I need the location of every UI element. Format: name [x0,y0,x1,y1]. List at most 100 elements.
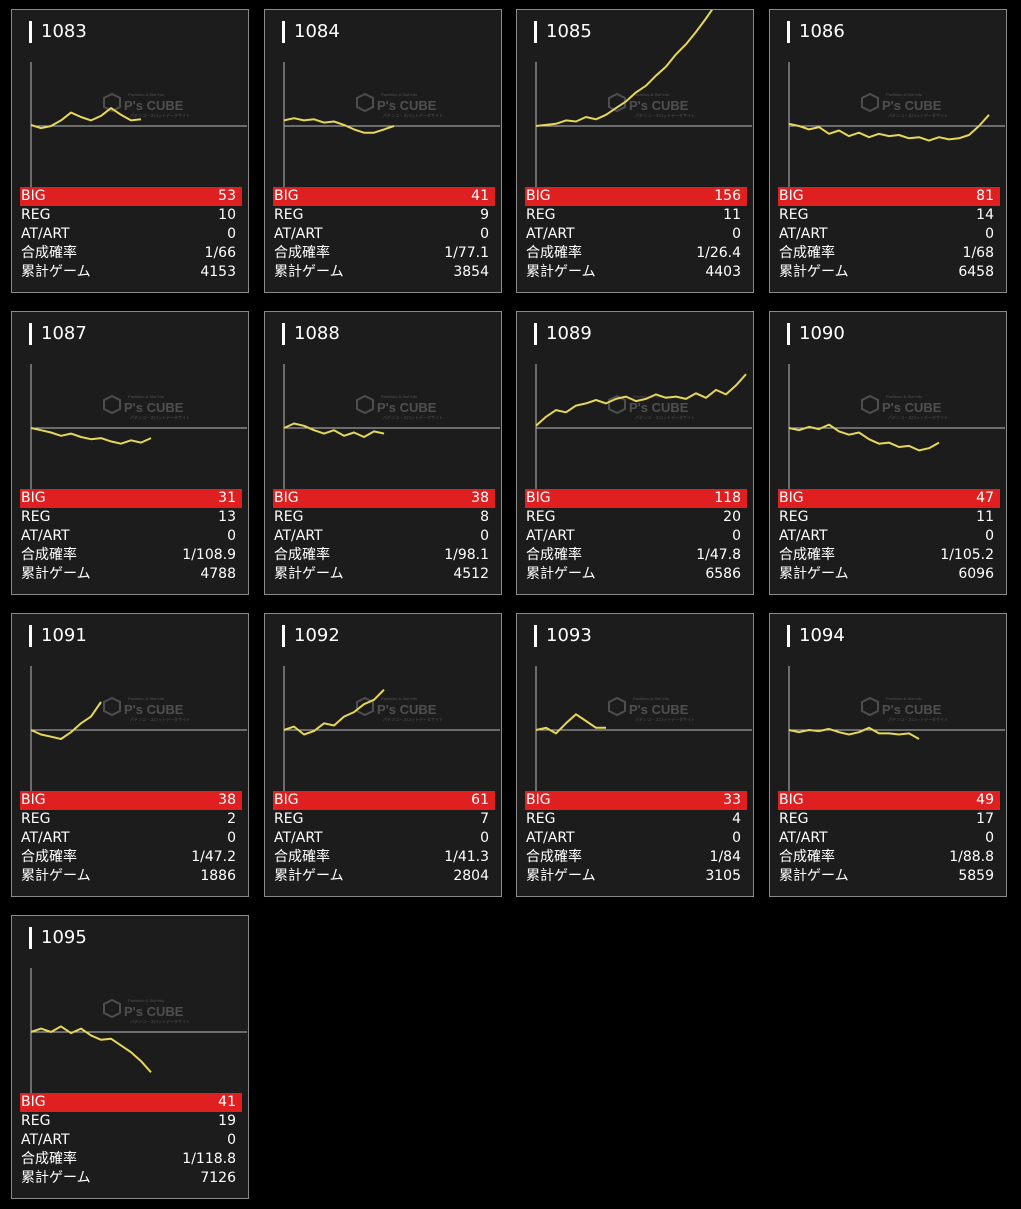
machine-number[interactable]: 1091 [29,625,87,647]
cube-icon [103,394,121,415]
stat-value: 1/77.1 [444,245,489,261]
stat-value: 53 [218,188,236,204]
stat-value: 1/105.2 [940,547,994,563]
machine-number[interactable]: 1089 [534,323,592,345]
total-games-row: 累計ゲーム 5859 [778,867,1000,886]
watermark-sub: パチンコ・スロットデータサイト [130,112,190,118]
stat-label: 累計ゲーム [526,264,596,280]
total-games-row: 累計ゲーム 3105 [525,867,747,886]
big-row: BIG 31 [20,489,242,508]
watermark-sub: パチンコ・スロットデータサイト [888,112,948,118]
at-art-row: AT/ART 0 [778,829,1000,848]
stats-table: BIG 81 REG 14 AT/ART 0 合成確率 1/68 累計ゲーム 6458 [778,187,1000,282]
machine-number[interactable]: 1094 [787,625,845,647]
big-row: BIG 81 [778,187,1000,206]
machine-card[interactable]: P's CUBE Pachinko & Slot Info パチンコ・スロットデータ… [516,311,754,595]
at-art-row: AT/ART 0 [20,225,242,244]
total-games-row: 累計ゲーム 6096 [778,565,1000,584]
watermark-brand: P's CUBE [124,1004,184,1019]
watermark-tagline: Pachinko & Slot Info [381,696,418,701]
machine-number[interactable]: 1093 [534,625,592,647]
stat-label: BIG [779,490,804,506]
stat-value: 38 [218,792,236,808]
stat-label: 累計ゲーム [21,566,91,582]
machine-card[interactable]: P's CUBE Pachinko & Slot Info パチンコ・スロットデータ… [769,9,1007,293]
slump-line [30,107,142,130]
stat-value: 20 [723,509,741,525]
big-row: BIG 118 [525,489,747,508]
stat-label: 累計ゲーム [274,566,344,582]
machine-number[interactable]: 1095 [29,927,87,949]
machine-card[interactable]: P's CUBE Pachinko & Slot Info パチンコ・スロットデータ… [264,9,502,293]
stat-label: BIG [526,188,551,204]
watermark-sub: パチンコ・スロットデータサイト [383,112,443,118]
stats-table: BIG 61 REG 7 AT/ART 0 合成確率 1/41.3 累計ゲーム 2804 [273,791,495,886]
stat-value: 1/47.2 [191,849,236,865]
stat-label: AT/ART [526,830,575,846]
stat-value: 19 [218,1113,236,1129]
slump-line [788,114,990,142]
stat-label: 合成確率 [779,547,835,563]
reg-row: REG 19 [20,1112,242,1131]
machine-card[interactable]: P's CUBE Pachinko & Slot Info パチンコ・スロットデータ… [11,311,249,595]
stat-value: 2 [227,811,236,827]
stat-value: 6586 [705,566,741,582]
watermark-tagline: Pachinko & Slot Info [128,998,165,1003]
machine-card[interactable]: P's CUBE Pachinko & Slot Info パチンコ・スロットデータ… [516,9,754,293]
machine-card[interactable]: P's CUBE Pachinko & Slot Info パチンコ・スロットデータ… [11,915,249,1199]
big-row: BIG 53 [20,187,242,206]
stats-table: BIG 156 REG 11 AT/ART 0 合成確率 1/26.4 累計ゲーム 4403 [525,187,747,282]
combined-probability-row: 合成確率 1/47.8 [525,546,747,565]
machine-card[interactable]: P's CUBE Pachinko & Slot Info パチンコ・スロットデータ… [264,311,502,595]
machine-number[interactable]: 1090 [787,323,845,345]
stats-table: BIG 41 REG 19 AT/ART 0 合成確率 1/118.8 累計ゲーム 7126 [20,1093,242,1188]
stat-label: REG [21,509,51,525]
machine-card[interactable]: P's CUBE Pachinko & Slot Info パチンコ・スロットデータ… [769,613,1007,897]
machine-number[interactable]: 1087 [29,323,87,345]
stat-label: AT/ART [21,226,70,242]
machine-card[interactable]: P's CUBE Pachinko & Slot Info パチンコ・スロットデータ… [769,311,1007,595]
stat-value: 81 [976,188,994,204]
stat-value: 1/47.8 [696,547,741,563]
stat-value: 7126 [200,1170,236,1186]
at-art-row: AT/ART 0 [273,829,495,848]
stat-label: REG [779,509,809,525]
watermark-tagline: Pachinko & Slot Info [128,696,165,701]
slump-line [283,117,395,134]
machine-number[interactable]: 1092 [282,625,340,647]
big-row: BIG 156 [525,187,747,206]
machine-number[interactable]: 1083 [29,21,87,43]
machine-card[interactable]: P's CUBE Pachinko & Slot Info パチンコ・スロットデータ… [516,613,754,897]
stat-label: REG [21,207,51,223]
stat-value: 0 [732,226,741,242]
stat-value: 1/98.1 [444,547,489,563]
stat-label: 累計ゲーム [274,868,344,884]
machine-number[interactable]: 1085 [534,21,592,43]
watermark-sub: パチンコ・スロットデータサイト [130,414,190,420]
watermark-tagline: Pachinko & Slot Info [381,394,418,399]
watermark-tagline: Pachinko & Slot Info [381,92,418,97]
machine-card[interactable]: P's CUBE Pachinko & Slot Info パチンコ・スロットデータ… [11,613,249,897]
stat-label: 累計ゲーム [21,1170,91,1186]
stat-value: 33 [723,792,741,808]
reg-row: REG 9 [273,206,495,225]
machine-number[interactable]: 1088 [282,323,340,345]
watermark-brand: P's CUBE [629,98,689,113]
machine-card[interactable]: P's CUBE Pachinko & Slot Info パチンコ・スロットデータ… [11,9,249,293]
machine-card[interactable]: P's CUBE Pachinko & Slot Info パチンコ・スロットデータ… [264,613,502,897]
watermark-tagline: Pachinko & Slot Info [128,394,165,399]
stat-label: BIG [274,490,299,506]
machine-number[interactable]: 1084 [282,21,340,43]
watermark-sub: パチンコ・スロットデータサイト [888,716,948,722]
at-art-row: AT/ART 0 [525,527,747,546]
stat-value: 6458 [958,264,994,280]
machine-number[interactable]: 1086 [787,21,845,43]
stat-label: 累計ゲーム [21,868,91,884]
stat-label: AT/ART [274,830,323,846]
